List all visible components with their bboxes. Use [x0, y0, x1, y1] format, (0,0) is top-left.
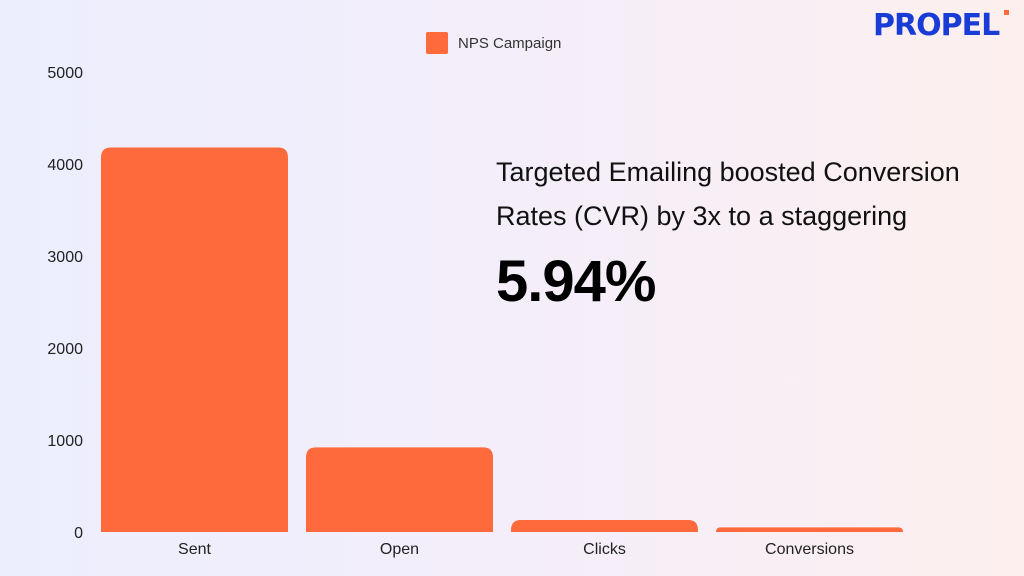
x-tick-label: Sent [178, 541, 211, 558]
bar-open [306, 447, 493, 532]
chart-legend: NPS Campaign [426, 32, 561, 54]
y-tick-label: 5000 [47, 65, 83, 82]
conversion-rate-stat: 5.94% [496, 249, 656, 314]
x-tick-label: Clicks [583, 541, 626, 558]
brand-logo: PROPEL [873, 8, 1010, 43]
x-tick-label: Conversions [765, 541, 854, 558]
legend-swatch [426, 32, 448, 54]
y-axis-ticks: 0 1000 2000 3000 4000 5000 [47, 65, 83, 542]
bar-sent [101, 147, 288, 532]
x-tick-label: Open [380, 541, 419, 558]
bars [101, 147, 903, 532]
headline-text: Targeted Emailing boosted Conversion Rat… [496, 157, 960, 231]
y-tick-label: 2000 [47, 341, 83, 358]
y-tick-label: 3000 [47, 249, 83, 266]
y-tick-label: 0 [74, 525, 83, 542]
y-tick-label: 1000 [47, 433, 83, 450]
y-tick-label: 4000 [47, 157, 83, 174]
legend-label: NPS Campaign [458, 34, 562, 52]
logo-dot [1004, 10, 1010, 15]
x-axis-ticks: Sent Open Clicks Conversions [178, 541, 854, 558]
bar-clicks [511, 520, 698, 532]
logo-text: PROPEL [873, 8, 1000, 43]
bar-conversions [716, 527, 903, 532]
